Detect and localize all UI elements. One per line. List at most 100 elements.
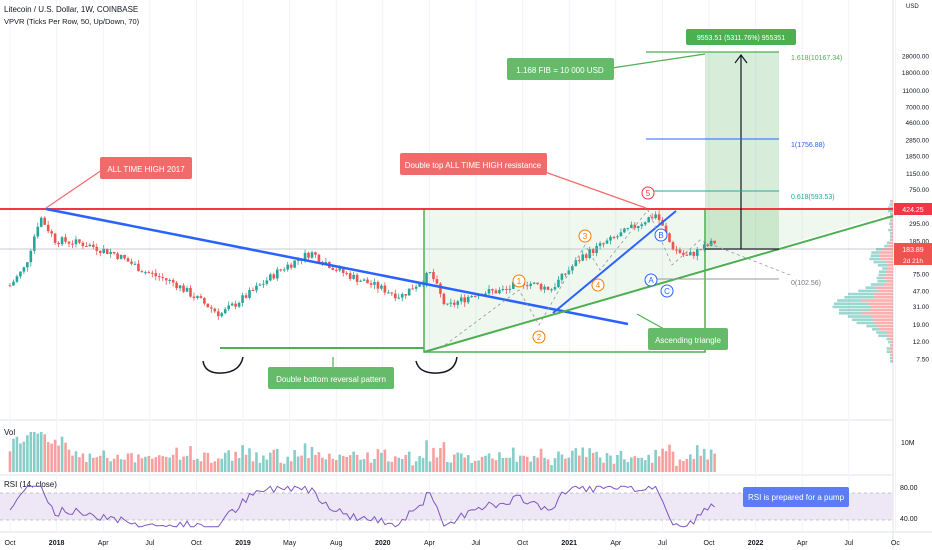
candle-body: [293, 260, 296, 268]
volume-bar: [81, 453, 85, 472]
vpvr-bar-up: [839, 308, 870, 312]
vpvr-bar-down: [869, 308, 893, 312]
vpvr-bar-down: [882, 276, 893, 280]
target-value-text: 9553.51 (5311.76%) 955351: [697, 35, 785, 42]
volume-bar: [85, 461, 88, 472]
double-bottom-callout: [268, 367, 394, 389]
vpvr-bar-up: [887, 206, 892, 209]
volume-bar: [383, 449, 387, 472]
volume-bars: [8, 432, 716, 472]
volume-bar: [53, 439, 57, 472]
vpvr-bar-up: [877, 264, 887, 267]
triangle-callout: [648, 328, 728, 350]
time-axis-tick: Oct: [517, 540, 528, 547]
volume-bar: [317, 452, 321, 472]
vpvr-bar-up: [886, 347, 890, 350]
volume-bar: [151, 458, 154, 472]
fib-callout-pointer: [611, 53, 706, 69]
candle-body: [362, 279, 366, 281]
fib-label-0618: 0.618(593.53): [791, 194, 835, 201]
volume-bar: [647, 454, 650, 472]
candle-body: [137, 263, 140, 272]
vpvr-bar-down: [886, 264, 893, 267]
candle-body: [213, 308, 217, 312]
candle-body: [192, 296, 196, 298]
volume-bar: [709, 449, 713, 472]
candle-body: [508, 288, 512, 290]
volume-bar: [296, 456, 300, 472]
vpvr-bar-down: [885, 260, 893, 264]
volume-bar: [175, 447, 178, 472]
vpvr-bar-down: [890, 228, 893, 232]
ath-price-badge-text: 424.25: [902, 207, 924, 214]
candle-body: [529, 283, 532, 286]
volume-bar: [237, 458, 241, 472]
time-axis-tick: Oct: [5, 540, 16, 547]
candle-body: [140, 271, 144, 273]
triangle-callout-text: Ascending triangle: [655, 336, 721, 345]
candle-body: [418, 283, 421, 287]
wave-label: 4: [596, 281, 601, 290]
volume-bar: [692, 458, 696, 472]
candle-body: [532, 282, 536, 284]
candle-body: [671, 242, 675, 250]
volume-bar: [505, 457, 508, 472]
vpvr-bar-down: [891, 206, 893, 209]
double-bottom-arc-left: [202, 356, 244, 374]
time-axis-tick: Apr: [610, 540, 622, 547]
volume-bar: [616, 455, 619, 472]
time-axis-tick: 2018: [49, 540, 65, 547]
vpvr-bar-up: [888, 209, 891, 213]
candle-body: [355, 274, 359, 282]
volume-bar: [376, 449, 380, 472]
volume-bar: [588, 448, 591, 472]
volume-bar: [581, 447, 585, 472]
volume-bar: [57, 445, 60, 472]
vpvr-indicator-label[interactable]: VPVR (Ticks Per Row, 50, Up/Down, 70): [4, 17, 140, 26]
candle-body: [88, 244, 92, 247]
candle-body: [657, 214, 661, 221]
candle-body: [175, 282, 178, 289]
volume-bar: [157, 455, 161, 472]
volume-bar: [609, 455, 612, 472]
volume-bar: [182, 456, 185, 472]
vpvr-bar-up: [869, 257, 881, 261]
volume-bar: [88, 453, 92, 472]
downtrend-line: [45, 207, 629, 326]
volume-bar: [657, 456, 661, 472]
candle-body: [275, 269, 279, 279]
vpvr-bar-up: [851, 318, 874, 321]
double-top-callout: [400, 153, 547, 175]
wave-label: A: [648, 276, 654, 285]
time-axis-tick: Apr: [98, 540, 110, 547]
symbol-title[interactable]: Litecoin / U.S. Dollar, 1W, COINBASE: [4, 5, 138, 14]
candle-body: [144, 272, 147, 274]
double-top-callout-pointer: [544, 171, 647, 209]
candle-body: [286, 264, 289, 270]
double-bottom-callout-text: Double bottom reversal pattern: [276, 375, 386, 384]
volume-bar: [387, 461, 390, 472]
volume-bar: [633, 456, 637, 472]
candle-body: [501, 288, 505, 290]
candle-body: [702, 244, 706, 250]
volume-bar: [64, 442, 67, 472]
vpvr-bar-down: [879, 254, 893, 257]
candle-body: [102, 248, 106, 253]
volume-bar: [591, 452, 595, 472]
volume-bar: [439, 448, 442, 472]
volume-bar: [203, 452, 206, 472]
volume-bar: [328, 453, 331, 472]
volume-bar: [133, 462, 137, 472]
wave-label-circle: [641, 186, 655, 200]
candle-body: [196, 296, 199, 298]
vpvr-bar-down: [888, 244, 893, 248]
volume-bar: [605, 453, 609, 472]
volume-bar: [612, 463, 616, 472]
candle-body: [643, 222, 647, 225]
volume-bar: [536, 457, 539, 472]
candle-body: [536, 282, 539, 285]
vpvr-bar-up: [889, 344, 892, 347]
price-axis-tick: 19.00: [913, 322, 930, 329]
volume-bar: [168, 457, 171, 472]
